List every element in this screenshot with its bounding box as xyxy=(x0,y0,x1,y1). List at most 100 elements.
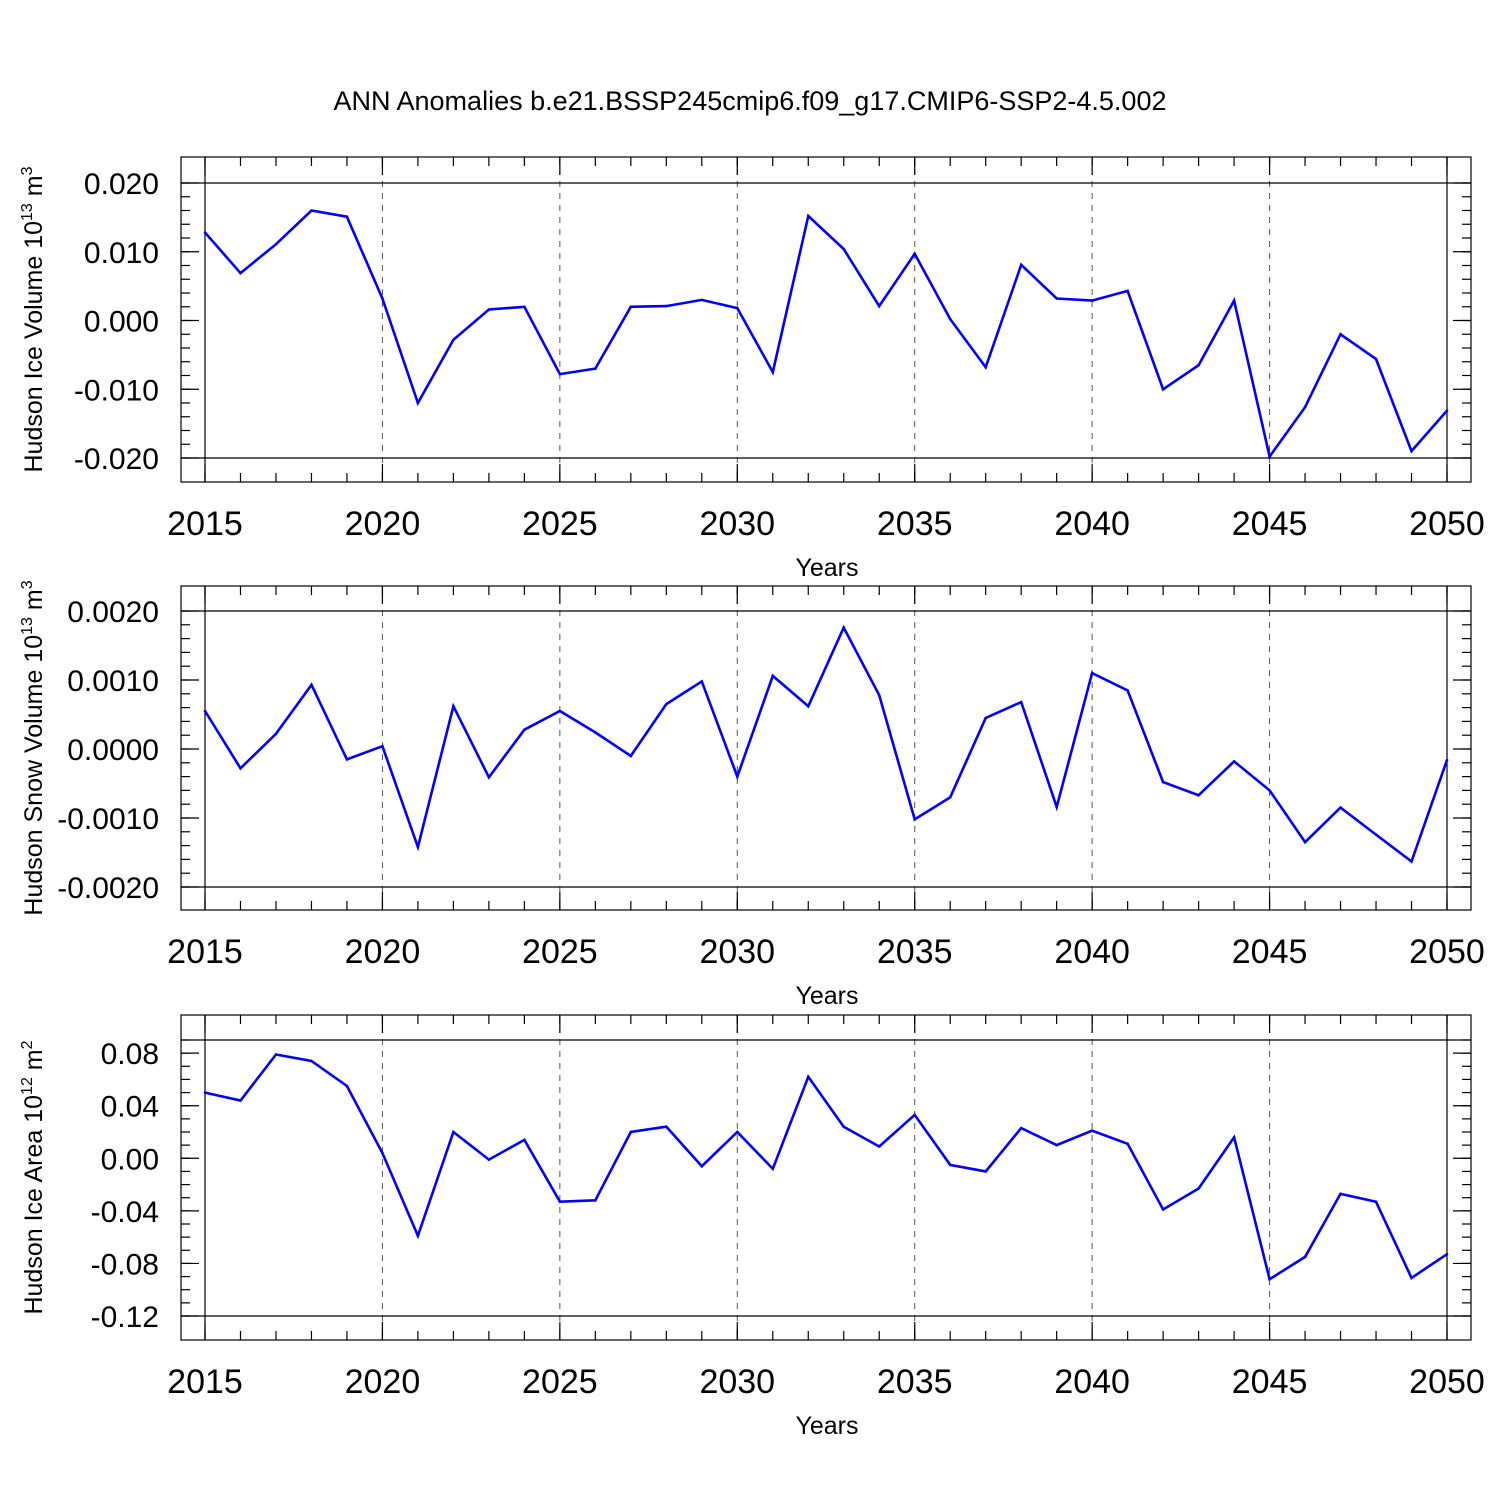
panel-ice-volume-ytick-label: 0.020 xyxy=(84,168,159,201)
panel-ice-volume-data-point xyxy=(345,215,349,218)
panel-ice-area-data-point xyxy=(1232,1135,1236,1139)
panel-snow-volume-data-point xyxy=(984,716,987,720)
panel-ice-area-ytick-label: -0.08 xyxy=(91,1248,159,1281)
panel-ice-volume-data-point xyxy=(1410,449,1413,453)
panel-ice-volume-data-point xyxy=(310,209,313,212)
panel-ice-volume-data-point xyxy=(239,271,242,275)
panel-ice-volume-xtick-label: 2045 xyxy=(1232,505,1308,543)
panel-snow-volume-ylabel: Hudson Snow Volume 1013 m3 xyxy=(19,580,48,915)
panel-ice-area-data-point xyxy=(1303,1255,1307,1259)
panel-ice-area: -0.12 -0.08 -0.04 0.00 0.04 0.08 2015 2020 2025 2… xyxy=(19,1014,1485,1440)
panel-ice-volume-data-point xyxy=(1126,289,1129,293)
panel-ice-volume-data-point xyxy=(842,247,846,251)
panel-ice-volume-frame xyxy=(180,156,1472,483)
panel-snow-volume-data-point xyxy=(771,674,775,678)
panel-snow-volume-data-point xyxy=(1019,700,1023,704)
panel-ice-area-data-point xyxy=(1090,1129,1094,1132)
panel-ice-volume-data-point xyxy=(558,372,562,376)
panel-ice-area-data-point xyxy=(558,1200,562,1203)
panel-ice-volume-data-point xyxy=(594,367,597,370)
panel-ice-area-data-point xyxy=(1161,1208,1165,1211)
panel-snow-volume-data-point xyxy=(1055,805,1058,809)
panel-ice-volume-data-point xyxy=(771,370,775,374)
panel-snow-volume-ytick-label: 0.0010 xyxy=(67,665,159,698)
panel-ice-volume-data-point xyxy=(452,338,455,342)
panel-ice-area-data-point xyxy=(1374,1200,1378,1203)
panel-ice-area-data-point xyxy=(203,1091,207,1094)
panel-ice-area-xtick-label: 2045 xyxy=(1232,1363,1308,1401)
panel-ice-volume-xtick-label: 2025 xyxy=(522,505,598,543)
panel-ice-volume-data-point xyxy=(948,317,952,321)
panel-ice-area-data-point xyxy=(842,1125,846,1129)
panel-ice-area-frame xyxy=(180,1014,1472,1341)
panel-ice-area-data-point xyxy=(487,1158,491,1161)
panel-ice-volume-xtick-label: 2050 xyxy=(1409,505,1485,543)
panel-ice-area-data-point xyxy=(274,1053,278,1056)
panel-snow-volume-data-point xyxy=(1126,689,1129,692)
panel-ice-area-data-point xyxy=(345,1084,349,1088)
panel-snow-volume-data-point xyxy=(381,744,384,748)
panel-ice-area-xtick-label: 2035 xyxy=(877,1363,953,1401)
panel-ice-volume-data-point xyxy=(877,304,881,308)
panel-snow-volume-xlabel: Years xyxy=(795,982,858,1010)
panel-ice-area-ytick-label: 0.04 xyxy=(101,1091,159,1124)
panel-snow-volume-xtick-label: 2035 xyxy=(877,933,953,971)
panel-ice-volume-data-point xyxy=(1303,405,1307,409)
panel-ice-volume-xtick-label: 2035 xyxy=(877,505,953,543)
panel-ice-volume-data-point xyxy=(487,308,491,311)
panel-ice-area-xtick-label: 2040 xyxy=(1054,1363,1130,1401)
panel-ice-area-data-point xyxy=(665,1125,668,1129)
panel-ice-volume-xlabel: Years xyxy=(795,554,858,582)
panel-ice-volume-data-point xyxy=(1019,263,1023,267)
panel-snow-volume-data-point xyxy=(1232,760,1236,763)
panel-ice-volume-data-point xyxy=(1055,297,1058,300)
panel-ice-volume-ytick-label: -0.020 xyxy=(74,443,159,476)
panel-ice-volume-data-point xyxy=(735,306,739,310)
panel-snow-volume-data-point xyxy=(806,704,810,708)
panel-snow-volume-ytick-label: 0.0000 xyxy=(67,734,159,767)
panel-ice-area-data-point xyxy=(452,1130,455,1134)
panel-ice-area-data-point xyxy=(310,1059,313,1063)
panel-ice-area-ylabel: Hudson Ice Area 1012 m2 xyxy=(19,1040,48,1314)
panels: -0.020 -0.010 0.000 0.010 0.020 2015 2020 2025 2… xyxy=(19,156,1485,1440)
panel-ice-area-data-point xyxy=(523,1138,526,1142)
panel-snow-volume-data-point xyxy=(1339,806,1342,809)
panel-ice-area-ytick-label: -0.12 xyxy=(91,1301,159,1334)
panel-ice-volume-ytick-label: -0.010 xyxy=(74,374,159,407)
panel-ice-volume-data-point xyxy=(274,242,278,246)
panel-ice-area-ytick-label: 0.08 xyxy=(101,1038,159,1071)
panel-snow-volume: -0.0020 -0.0010 0.0000 0.0010 0.0020 2015 2020… xyxy=(19,580,1485,1010)
panel-ice-area-data-point xyxy=(629,1130,633,1134)
panel-ice-area-data-point xyxy=(1019,1126,1023,1130)
panel-ice-volume-data-point xyxy=(381,297,384,300)
panel-ice-volume-data-point xyxy=(629,305,633,309)
panel-ice-volume-data-point xyxy=(1232,299,1236,302)
panel-ice-volume-data-point xyxy=(1268,455,1271,458)
panel-snow-volume-data-point xyxy=(1374,833,1378,836)
panel-snow-volume-ytick-label: -0.0020 xyxy=(57,872,159,905)
panel-snow-volume-data-point xyxy=(629,754,633,758)
panel-ice-volume-data-point xyxy=(1090,299,1094,302)
panel-snow-volume-data-point xyxy=(735,775,739,778)
panel-ice-area-data-point xyxy=(913,1113,917,1117)
panel-ice-area-data-point xyxy=(948,1163,952,1167)
panel-snow-volume-xtick-label: 2050 xyxy=(1409,933,1485,971)
panel-ice-volume-data-point xyxy=(700,298,704,302)
panel-ice-area-data-point xyxy=(877,1145,881,1148)
panel-ice-area-data-point xyxy=(381,1151,384,1155)
panel-ice-volume-xtick-label: 2030 xyxy=(699,505,775,543)
panel-snow-volume-xtick-label: 2025 xyxy=(522,933,598,971)
panel-ice-area-data-point xyxy=(735,1130,739,1134)
panel-snow-volume-data-point xyxy=(452,704,455,708)
panel-snow-volume-data-point xyxy=(1303,840,1307,844)
panel-snow-volume-data-point xyxy=(1161,780,1165,784)
panel-ice-area-data-point xyxy=(984,1170,987,1173)
panel-snow-volume-data-point xyxy=(1410,860,1413,863)
panel-snow-volume-data-point xyxy=(700,680,704,683)
panel-ice-area-data-point xyxy=(806,1075,810,1079)
panel-snow-volume-xtick-label: 2040 xyxy=(1054,933,1130,971)
panel-ice-volume-data-point xyxy=(984,365,987,369)
panel-ice-volume-xtick-label: 2015 xyxy=(167,505,243,543)
panel-ice-volume-xtick-label: 2020 xyxy=(345,505,421,543)
panel-ice-volume-data-point xyxy=(1197,363,1200,367)
